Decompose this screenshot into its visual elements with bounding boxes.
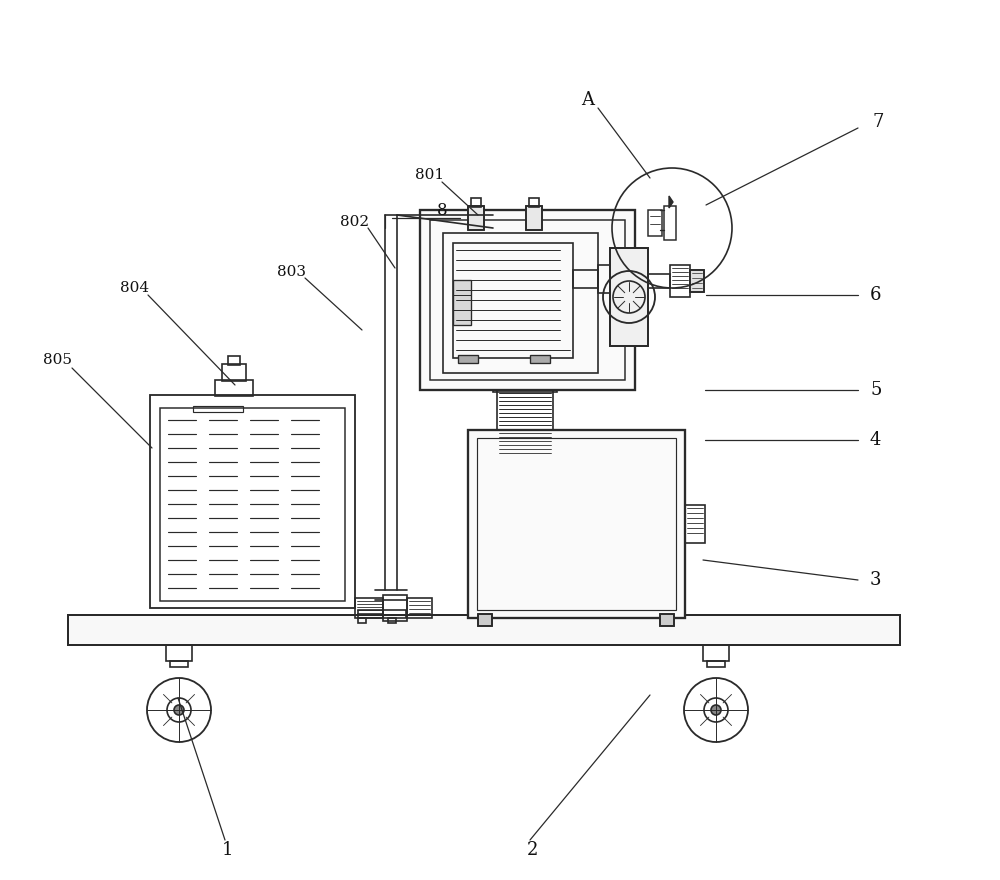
Bar bbox=[468, 206, 484, 230]
Bar bbox=[685, 505, 705, 543]
Bar bbox=[170, 661, 188, 667]
Bar bbox=[193, 406, 243, 412]
Bar bbox=[471, 198, 481, 207]
Circle shape bbox=[711, 705, 721, 715]
Bar bbox=[420, 210, 635, 390]
Bar bbox=[468, 430, 685, 618]
Bar bbox=[526, 206, 542, 230]
Bar bbox=[478, 614, 492, 626]
Bar bbox=[468, 206, 484, 230]
Bar bbox=[690, 270, 704, 292]
Bar bbox=[707, 661, 725, 667]
Text: 5: 5 bbox=[870, 381, 881, 399]
Bar bbox=[407, 598, 432, 618]
Bar bbox=[228, 356, 240, 365]
Bar bbox=[670, 265, 690, 297]
Text: A: A bbox=[582, 91, 594, 109]
Bar bbox=[160, 408, 345, 601]
Text: 801: 801 bbox=[415, 168, 445, 182]
Bar bbox=[388, 618, 396, 623]
Bar bbox=[610, 248, 648, 346]
Bar bbox=[690, 270, 704, 292]
Bar bbox=[660, 614, 674, 626]
Bar bbox=[458, 355, 478, 363]
Bar bbox=[648, 210, 662, 236]
Bar bbox=[443, 233, 598, 373]
Text: 805: 805 bbox=[44, 353, 72, 367]
Bar bbox=[68, 615, 900, 645]
Bar bbox=[430, 220, 625, 380]
Bar bbox=[215, 380, 253, 396]
Bar bbox=[530, 355, 550, 363]
Bar bbox=[545, 374, 553, 382]
Bar bbox=[358, 618, 366, 623]
Bar bbox=[222, 364, 246, 381]
Circle shape bbox=[174, 705, 184, 715]
Bar bbox=[493, 380, 557, 392]
Bar bbox=[383, 595, 407, 621]
Polygon shape bbox=[669, 196, 673, 208]
Bar bbox=[468, 430, 685, 618]
Bar bbox=[420, 210, 635, 390]
Text: 4: 4 bbox=[870, 431, 881, 449]
Bar bbox=[497, 430, 553, 458]
Bar bbox=[664, 206, 676, 240]
Bar bbox=[495, 430, 555, 615]
Bar bbox=[495, 430, 555, 615]
Bar bbox=[703, 645, 729, 661]
Bar bbox=[358, 610, 406, 618]
Bar bbox=[610, 248, 648, 346]
Text: 2: 2 bbox=[526, 841, 538, 859]
Bar bbox=[648, 274, 670, 288]
Text: 803: 803 bbox=[278, 265, 306, 279]
Text: 802: 802 bbox=[340, 215, 370, 229]
Bar bbox=[453, 243, 573, 358]
Text: 804: 804 bbox=[120, 281, 150, 295]
Bar bbox=[529, 198, 539, 207]
Bar bbox=[453, 280, 471, 325]
Bar bbox=[478, 614, 492, 626]
Bar bbox=[166, 645, 192, 661]
Text: 8: 8 bbox=[437, 202, 448, 218]
Bar bbox=[150, 395, 355, 608]
Bar bbox=[573, 270, 598, 288]
Bar bbox=[497, 390, 553, 430]
Bar bbox=[477, 438, 676, 610]
Text: 6: 6 bbox=[870, 286, 882, 304]
Text: 3: 3 bbox=[870, 571, 882, 589]
Bar bbox=[598, 265, 610, 293]
Bar bbox=[526, 206, 542, 230]
Bar bbox=[68, 615, 900, 645]
Bar bbox=[355, 598, 383, 618]
Text: 7: 7 bbox=[872, 113, 883, 131]
Text: 1: 1 bbox=[222, 841, 234, 859]
Bar bbox=[493, 374, 501, 382]
Bar bbox=[660, 614, 674, 626]
